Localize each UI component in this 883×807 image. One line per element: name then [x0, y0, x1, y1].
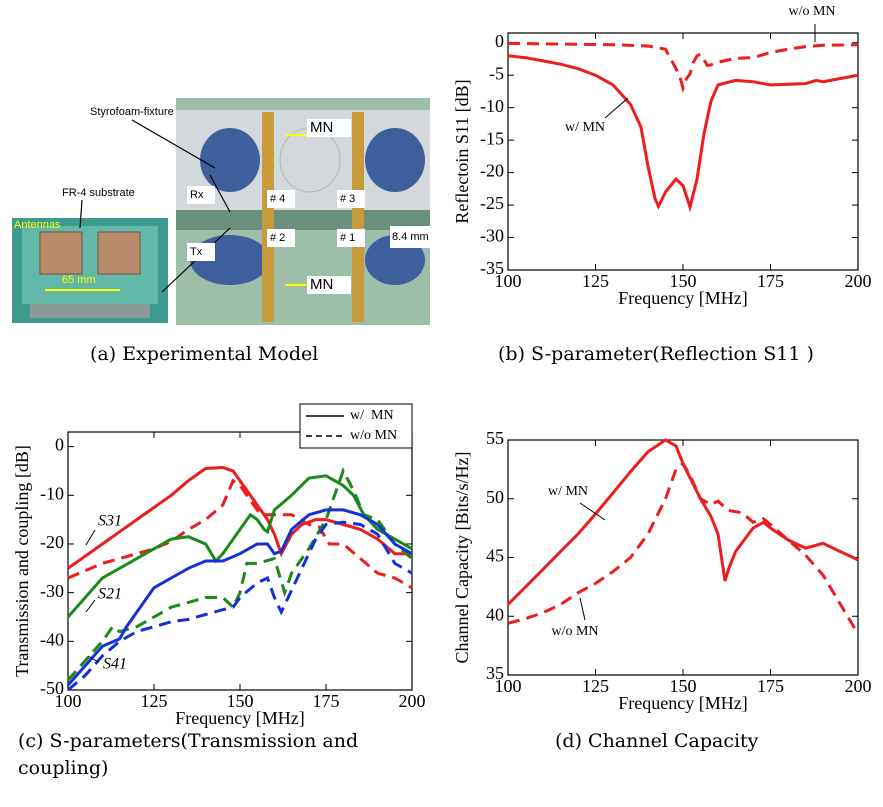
y-tick-label: -40 — [40, 629, 64, 649]
legend-label: w/ MN — [350, 408, 394, 423]
photo-label: Styrofoam-fixture — [90, 106, 174, 118]
annotation-arrow — [86, 530, 95, 545]
y-axis-label: Reflectoin S11 [dB] — [452, 79, 472, 223]
photo-label: # 4 — [270, 193, 285, 205]
caption: (d) Channel Capacity — [555, 730, 759, 752]
photo-label: Rx — [190, 189, 204, 201]
photo-connector — [352, 112, 364, 322]
y-tick-label: -15 — [480, 128, 504, 148]
y-tick-label: 40 — [486, 604, 504, 624]
y-axis-label: Channel Capacity [Bits/s/Hz] — [452, 452, 472, 664]
annotation: S21 — [98, 586, 122, 603]
photo-label: Tx — [190, 246, 203, 258]
plot-frame — [508, 440, 858, 675]
y-tick-label: -35 — [480, 258, 504, 278]
photo-base — [30, 304, 150, 318]
photo-label: 8.4 mm — [392, 231, 429, 243]
annotation: S41 — [103, 656, 127, 673]
y-tick-label: -10 — [480, 96, 504, 116]
photo-label: MN — [310, 276, 333, 293]
x-tick-label: 200 — [399, 691, 426, 711]
photo-hole — [365, 128, 425, 192]
y-tick-label: -20 — [40, 532, 64, 552]
annotation-arrow — [86, 600, 95, 612]
series-line — [508, 43, 858, 88]
y-tick-label: -20 — [480, 161, 504, 181]
annotation-arrow — [580, 598, 585, 620]
caption: (b) S-parameter(Reflection S11 ) — [498, 343, 814, 365]
x-tick-label: 125 — [582, 676, 609, 696]
plot-frame — [508, 33, 858, 270]
series-line — [508, 56, 858, 207]
x-axis-label: Frequency [MHz] — [618, 288, 747, 308]
y-tick-label: 50 — [486, 487, 504, 507]
x-tick-label: 175 — [313, 691, 340, 711]
x-tick-label: 125 — [582, 271, 609, 291]
figure: Styrofoam-fixture FR-4 substrate Antennas 6… — [0, 0, 883, 807]
y-tick-label: -5 — [489, 63, 504, 83]
y-tick-label: 55 — [486, 428, 504, 448]
y-tick-label: 0 — [495, 31, 504, 51]
photo — [12, 98, 432, 325]
y-axis-label: Transmission and coupling [dB] — [12, 445, 32, 677]
annotation: w/ MN — [565, 120, 605, 135]
photo-label: # 1 — [340, 232, 355, 244]
caption: (c) S-parameters(Transmission and — [18, 730, 358, 752]
photo-label: FR-4 substrate — [62, 187, 135, 199]
series-line — [68, 481, 412, 588]
annotation-arrow — [605, 98, 628, 118]
caption: coupling) — [18, 757, 108, 779]
y-tick-label: -30 — [40, 581, 64, 601]
y-tick-label: -30 — [480, 226, 504, 246]
x-axis-label: Frequency [MHz] — [175, 708, 304, 728]
annotation: w/ MN — [548, 484, 588, 499]
x-tick-label: 200 — [845, 271, 872, 291]
annotation: w/o MN — [788, 4, 835, 19]
x-tick-label: 175 — [757, 676, 784, 696]
series-line — [68, 471, 412, 680]
y-tick-label: -10 — [40, 483, 64, 503]
photo-label: 65 mm — [62, 274, 96, 286]
y-tick-label: 0 — [55, 435, 64, 455]
photo-connector — [262, 112, 274, 322]
photo-antenna — [98, 232, 140, 274]
caption: (a) Experimental Model — [90, 343, 318, 365]
y-tick-label: -25 — [480, 193, 504, 213]
y-tick-label: 45 — [486, 546, 504, 566]
legend-label: w/o MN — [350, 428, 397, 443]
x-tick-label: 125 — [141, 691, 168, 711]
photo-label: # 2 — [270, 232, 285, 244]
x-tick-label: 175 — [757, 271, 784, 291]
annotation: w/o MN — [551, 624, 598, 639]
photo-antenna — [40, 232, 82, 274]
x-axis-label: Frequency [MHz] — [618, 693, 747, 713]
photo-hole — [200, 128, 260, 192]
plot-frame — [68, 432, 412, 690]
y-tick-label: 35 — [486, 663, 504, 683]
x-tick-label: 200 — [845, 676, 872, 696]
photo-label: Antennas — [14, 219, 61, 231]
photo-label: # 3 — [340, 193, 355, 205]
y-tick-label: -50 — [40, 678, 64, 698]
annotation: S31 — [98, 513, 122, 530]
photo-hole — [280, 128, 340, 192]
photo-label: MN — [310, 119, 333, 136]
